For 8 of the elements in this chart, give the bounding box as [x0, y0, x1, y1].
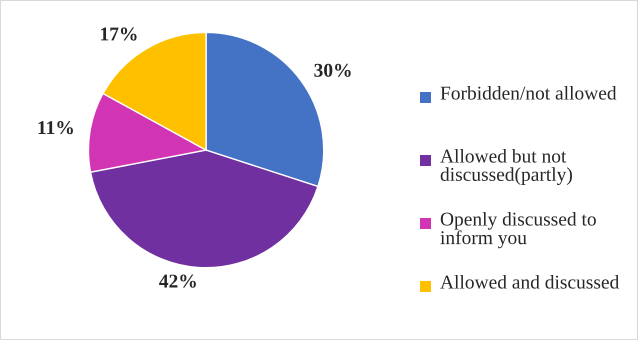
data-label: 30%: [314, 64, 351, 77]
legend-label: Allowed and discussed: [440, 275, 620, 289]
data-label: 11%: [38, 121, 73, 134]
data-label: 17%: [101, 27, 137, 41]
legend-label: Openly discussed to inform you: [440, 212, 596, 248]
data-label: 42%: [159, 274, 196, 288]
legend-label: Allowed but not discussed(partly): [440, 149, 572, 185]
legend-label: Forbidden/not allowed: [440, 86, 616, 100]
